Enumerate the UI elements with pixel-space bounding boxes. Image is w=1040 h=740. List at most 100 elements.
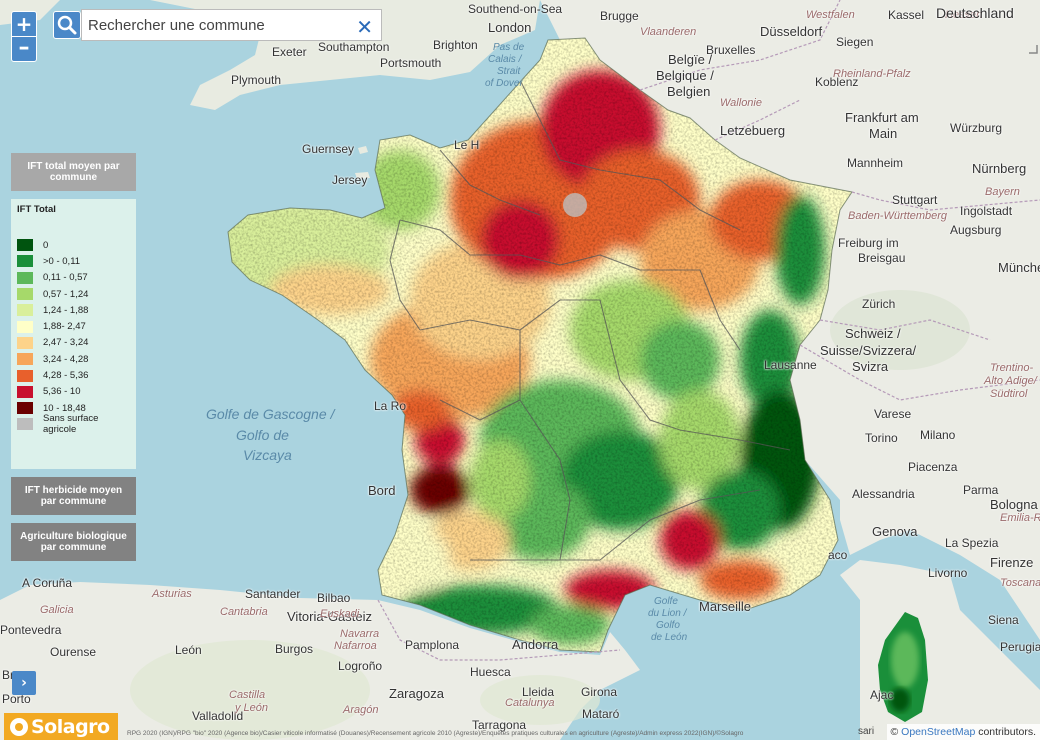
label-leon: León <box>175 643 202 657</box>
legend-item: 4,28 - 5,36 <box>17 367 130 383</box>
label-main: Main <box>869 126 898 141</box>
label-lausanne: Lausanne <box>764 358 817 372</box>
label-guernsey: Guernsey <box>302 142 355 156</box>
clear-icon[interactable]: ✕ <box>356 15 373 39</box>
search-button[interactable] <box>53 11 81 39</box>
sea-label-du-lion: du Lion / <box>648 608 687 619</box>
sea-label-strait: Strait <box>497 66 521 77</box>
label-bruxelles: Bruxelles <box>706 43 756 57</box>
solagro-logo-icon <box>10 717 28 736</box>
legend-item: 5,36 - 10 <box>17 384 130 400</box>
label-letzebuerg: Letzebuerg <box>720 123 786 138</box>
label-brighton: Brighton <box>433 38 478 52</box>
label-galicia: Galicia <box>40 604 74 616</box>
legend-item: 3,24 - 4,28 <box>17 351 130 367</box>
legend-swatch <box>17 304 33 317</box>
label-freiburg: Freiburg im <box>838 236 899 250</box>
label-marseille: Marseille <box>699 599 752 614</box>
label-brugge: Brugge <box>600 9 639 23</box>
label-alto-adige: Alto Adige/ <box>984 375 1037 387</box>
sea-label-vizcaya: Vizcaya <box>243 447 292 463</box>
sea-label-de-leon: de León <box>651 632 688 643</box>
label-tarragona: Tarragona <box>472 718 527 732</box>
solagro-logo: Solagro <box>4 713 118 740</box>
label-vlaanderen: Vlaanderen <box>640 26 697 38</box>
legend-item: 10 - 18,48 <box>17 400 130 416</box>
label-munchen: München <box>998 260 1040 275</box>
label-toscana: Toscana <box>1000 577 1040 589</box>
zoom-out-button[interactable]: – <box>11 36 37 62</box>
sea-label-golfo: Golfo de <box>236 427 289 443</box>
label-belgie: Belgïe / <box>668 52 713 67</box>
sea-label-golfe-lion: Golfe <box>654 596 678 607</box>
zoom-in-button[interactable]: + <box>11 11 37 37</box>
search-input[interactable] <box>82 10 381 40</box>
legend-label: 0 <box>43 239 49 251</box>
label-deutschland: Deutschland <box>936 5 1014 21</box>
ift-herbicide-button[interactable]: IFT herbicide moyen par commune <box>11 477 136 515</box>
osm-link[interactable]: OpenStreetMap <box>901 726 976 738</box>
legend-label: 2,47 - 3,24 <box>43 337 89 349</box>
sea-label-golfo-lion: Golfo <box>656 620 680 631</box>
legend-item: 0 <box>17 237 130 253</box>
legend-swatch <box>17 353 33 366</box>
label-livorno: Livorno <box>928 566 968 580</box>
legend-swatch <box>17 239 33 252</box>
label-navarra: Navarra <box>340 628 380 640</box>
label-ajaccio: Ajac <box>870 688 894 702</box>
label-portsmouth: Portsmouth <box>380 56 442 70</box>
label-kassel: Kassel <box>888 8 925 22</box>
corner-icon[interactable] <box>1028 44 1038 54</box>
label-girona: Girona <box>581 685 618 699</box>
legend-title: IFT Total <box>17 204 56 215</box>
legend-item: Sans surface agricole <box>17 413 130 435</box>
label-frankfurt: Frankfurt am <box>845 110 919 125</box>
label-siena: Siena <box>988 613 1019 627</box>
label-firenze: Firenze <box>990 555 1034 570</box>
legend-item: 0,11 - 0,57 <box>17 270 130 286</box>
label-asturias-1: Asturias <box>152 588 192 600</box>
agriculture-bio-button[interactable]: Agriculture biologique par commune <box>11 523 136 561</box>
label-burgos: Burgos <box>275 642 314 656</box>
search-field[interactable]: ✕ <box>81 9 382 41</box>
label-zaragoza: Zaragoza <box>389 686 444 701</box>
legend-swatch <box>17 402 33 415</box>
label-perugia: Perugia <box>1000 640 1040 654</box>
label-la-rochelle: La Ro <box>374 399 407 413</box>
label-parma: Parma <box>963 483 999 497</box>
label-alessandria: Alessandria <box>852 487 915 501</box>
label-schweiz: Schweiz / <box>845 326 901 341</box>
label-ourense: Ourense <box>50 645 97 659</box>
label-southampton: Southampton <box>318 40 390 54</box>
legend-swatch <box>17 271 33 284</box>
label-huesca: Huesca <box>470 665 511 679</box>
legend-swatch <box>17 418 33 431</box>
legend-swatch <box>17 320 33 333</box>
label-vitoria: Vitoria-Gasteiz <box>287 609 373 624</box>
label-y-leon: y León <box>235 702 269 714</box>
continent <box>540 0 1040 740</box>
label-wallonie: Wallonie <box>720 97 762 109</box>
legend-swatch <box>17 255 33 268</box>
expand-panel-button[interactable]: › <box>12 671 36 695</box>
legend-item: 1,24 - 1,88 <box>17 302 130 318</box>
label-svizra: Svizra <box>852 359 889 374</box>
label-westfalen: Westfalen <box>806 9 855 21</box>
legend-swatch <box>17 336 33 349</box>
legend: IFT Total 0 >0 - 0,11 0,11 - 0,57 0,57 - 1,… <box>11 199 136 469</box>
ift-total-button[interactable]: IFT total moyen par commune <box>11 153 136 191</box>
label-aragon: Aragón <box>343 704 379 716</box>
sea-label-pas-de: Pas de <box>493 42 525 53</box>
legend-swatch <box>17 369 33 382</box>
label-a-coruna: A Coruña <box>22 576 73 590</box>
legend-swatch <box>17 385 33 398</box>
label-koblenz: Koblenz <box>815 75 859 89</box>
label-exeter: Exeter <box>272 45 307 59</box>
attribution-suffix: contributors. <box>975 726 1036 738</box>
label-baden: Baden-Württemberg <box>848 210 948 222</box>
label-wurzburg: Würzburg <box>950 121 1003 135</box>
legend-item: 0,57 - 1,24 <box>17 286 130 302</box>
label-trentino: Trentino- <box>990 362 1034 374</box>
